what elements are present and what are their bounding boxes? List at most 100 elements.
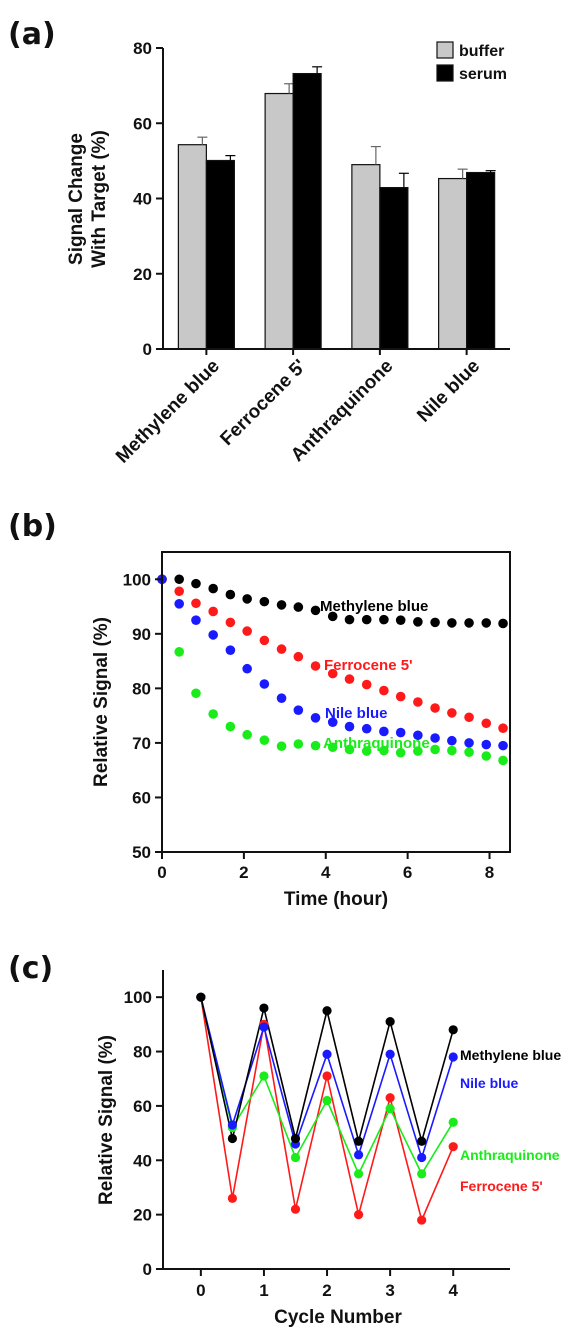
point-anthraquinone <box>361 746 372 756</box>
panel-b-xtick-label: 0 <box>157 863 166 882</box>
point-nile-blue <box>448 1052 458 1062</box>
line-anthraquinone <box>200 997 454 1176</box>
point-anthraquinone <box>448 1117 458 1127</box>
point-anthraquinone <box>447 745 457 756</box>
point-methylene-blue <box>225 589 236 600</box>
panel-a-y-axis-title-line2: With Target (%) <box>89 130 110 268</box>
point-nile-blue <box>353 1150 364 1160</box>
point-ferrocene-5 <box>208 606 218 617</box>
point-nile-blue <box>322 1049 332 1059</box>
point-anthraquinone <box>395 747 406 758</box>
panel-b-ytick-label: 90 <box>132 625 151 644</box>
panel-a-category-label: Nile blue <box>413 356 484 427</box>
point-methylene-blue <box>385 1017 395 1027</box>
point-nile-blue <box>447 735 457 746</box>
panel-c-label-nile-blue: Nile blue <box>460 1075 519 1091</box>
point-anthraquinone <box>498 755 508 766</box>
point-nile-blue <box>464 738 474 748</box>
panel-b-ytick-label: 50 <box>132 843 151 862</box>
bar-buffer-ferrocene-5 <box>264 92 294 350</box>
bar-serum-anthraquinone <box>379 186 409 350</box>
point-nile-blue <box>276 693 287 703</box>
panel-a-label: (a) <box>8 17 56 52</box>
point-methylene-blue <box>448 1025 458 1035</box>
point-ferrocene-5 <box>481 718 492 729</box>
point-nile-blue <box>310 713 321 723</box>
point-ferrocene-5 <box>361 679 372 690</box>
panel-c-xtick-label: 2 <box>322 1281 331 1300</box>
point-methylene-blue <box>259 596 270 607</box>
line-methylene-blue <box>200 997 454 1145</box>
point-methylene-blue <box>361 614 372 625</box>
bar-buffer-methylene-blue <box>177 144 207 350</box>
point-nile-blue <box>361 723 372 734</box>
panel-c-label: (c) <box>8 951 53 986</box>
panel-c-ytick-label: 0 <box>143 1260 152 1279</box>
line-ferrocene-5 <box>200 997 454 1223</box>
point-nile-blue <box>242 663 252 674</box>
point-methylene-blue <box>227 1133 237 1144</box>
point-anthraquinone <box>481 751 492 761</box>
point-methylene-blue <box>344 614 355 625</box>
point-methylene-blue <box>196 992 206 1002</box>
point-methylene-blue <box>395 615 406 625</box>
panel-b-x-axis-title: Time (hour) <box>284 889 388 910</box>
point-anthraquinone <box>174 647 184 657</box>
point-ferrocene-5 <box>322 1071 332 1081</box>
point-nile-blue <box>259 679 270 689</box>
point-ferrocene-5 <box>353 1210 364 1220</box>
point-methylene-blue <box>379 614 389 625</box>
point-nile-blue <box>344 721 355 732</box>
point-ferrocene-5 <box>448 1142 458 1152</box>
point-methylene-blue <box>174 574 184 585</box>
point-anthraquinone <box>290 1152 301 1163</box>
panel-b: (b) 50 60 70 80 90 100 0 2 4 6 8 Relative Signal … <box>8 509 511 910</box>
point-ferrocene-5 <box>417 1215 427 1225</box>
point-ferrocene-5 <box>293 651 304 662</box>
panel-b-xtick-label: 8 <box>485 863 494 882</box>
point-methylene-blue <box>322 1006 332 1016</box>
point-methylene-blue <box>447 618 457 628</box>
panel-b-ytick-label: 60 <box>132 788 151 807</box>
point-anthraquinone <box>276 741 287 751</box>
point-ferrocene-5 <box>290 1204 301 1214</box>
point-methylene-blue <box>464 618 474 628</box>
bar-serum-nile-blue <box>466 171 496 350</box>
point-ferrocene-5 <box>242 626 252 636</box>
point-ferrocene-5 <box>174 586 184 597</box>
point-nile-blue <box>413 730 423 741</box>
point-ferrocene-5 <box>191 598 201 609</box>
point-ferrocene-5 <box>310 661 321 671</box>
panel-a-ytick-label: 20 <box>133 265 152 284</box>
point-nile-blue <box>395 727 406 738</box>
point-anthraquinone <box>191 688 201 699</box>
point-methylene-blue <box>259 1003 269 1013</box>
panel-c-ytick-label: 40 <box>133 1151 152 1170</box>
point-anthraquinone <box>327 742 338 753</box>
legend-label-buffer: buffer <box>459 43 504 60</box>
point-methylene-blue <box>430 617 440 628</box>
point-anthraquinone <box>225 721 236 732</box>
point-methylene-blue <box>293 602 304 612</box>
point-anthraquinone <box>208 709 218 719</box>
panel-a-ytick-label: 80 <box>133 39 152 58</box>
point-nile-blue <box>174 599 184 609</box>
panel-b-label: (b) <box>8 509 57 544</box>
panel-c-ytick-label: 80 <box>133 1043 152 1062</box>
panel-c-ytick-label: 60 <box>133 1097 152 1116</box>
point-methylene-blue <box>498 618 508 629</box>
panel-b-ytick-label: 80 <box>132 679 151 698</box>
point-ferrocene-5 <box>225 617 236 628</box>
panel-c-x-axis-title: Cycle Number <box>274 1307 402 1328</box>
point-anthraquinone <box>413 746 423 756</box>
point-nile-blue <box>498 740 508 751</box>
panel-b-xtick-label: 4 <box>321 863 331 882</box>
point-anthraquinone <box>322 1095 332 1106</box>
panel-c-xtick-label: 4 <box>448 1281 458 1300</box>
point-anthraquinone <box>417 1169 427 1179</box>
point-ferrocene-5 <box>447 708 457 718</box>
point-anthraquinone <box>310 740 321 751</box>
panel-b-ytick-label: 100 <box>123 570 151 589</box>
point-ferrocene-5 <box>276 644 287 654</box>
